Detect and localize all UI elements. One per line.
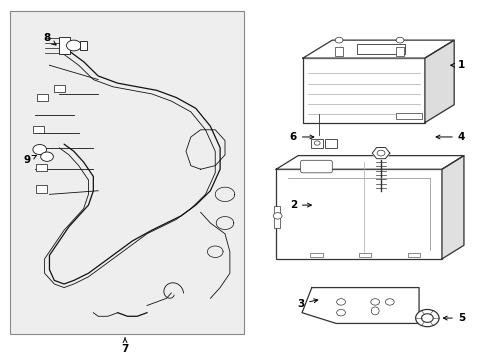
Circle shape bbox=[336, 299, 345, 305]
Text: 2: 2 bbox=[289, 200, 311, 210]
Ellipse shape bbox=[370, 307, 378, 315]
Polygon shape bbox=[303, 40, 453, 58]
Bar bbox=[334, 47, 343, 56]
Polygon shape bbox=[424, 40, 453, 123]
Circle shape bbox=[336, 310, 345, 316]
Circle shape bbox=[395, 37, 403, 43]
Bar bbox=[395, 47, 404, 56]
Text: 9: 9 bbox=[24, 155, 37, 165]
Bar bbox=[54, 85, 65, 92]
Bar bbox=[358, 253, 370, 257]
Circle shape bbox=[415, 310, 438, 327]
Bar bbox=[36, 164, 47, 171]
Bar bbox=[310, 253, 322, 257]
Circle shape bbox=[66, 40, 81, 51]
FancyBboxPatch shape bbox=[300, 160, 331, 173]
Circle shape bbox=[41, 152, 53, 161]
Bar bbox=[273, 206, 279, 228]
Polygon shape bbox=[371, 148, 389, 159]
Bar bbox=[59, 37, 70, 54]
Text: 6: 6 bbox=[289, 132, 313, 142]
Bar bbox=[80, 41, 87, 50]
Bar bbox=[311, 139, 323, 148]
Text: 1: 1 bbox=[450, 60, 464, 70]
Text: 3: 3 bbox=[296, 299, 317, 309]
Bar bbox=[36, 185, 47, 193]
Bar bbox=[10, 12, 244, 334]
Circle shape bbox=[314, 141, 320, 145]
Circle shape bbox=[334, 37, 342, 43]
Polygon shape bbox=[276, 156, 463, 169]
Circle shape bbox=[385, 299, 393, 305]
Text: 7: 7 bbox=[121, 338, 128, 354]
Text: 5: 5 bbox=[443, 313, 464, 323]
Bar bbox=[33, 126, 44, 134]
Bar bbox=[276, 169, 441, 259]
Bar bbox=[407, 253, 419, 257]
Bar bbox=[37, 94, 48, 101]
Circle shape bbox=[421, 314, 432, 322]
Circle shape bbox=[273, 213, 282, 219]
Bar bbox=[356, 44, 405, 54]
Text: 8: 8 bbox=[43, 33, 56, 45]
Bar bbox=[395, 113, 422, 119]
Circle shape bbox=[33, 144, 46, 154]
Text: 4: 4 bbox=[435, 132, 464, 142]
Circle shape bbox=[370, 299, 379, 305]
Polygon shape bbox=[441, 156, 463, 259]
Bar bbox=[325, 139, 336, 148]
Circle shape bbox=[376, 150, 384, 156]
Polygon shape bbox=[302, 288, 418, 323]
Bar bbox=[303, 58, 424, 123]
